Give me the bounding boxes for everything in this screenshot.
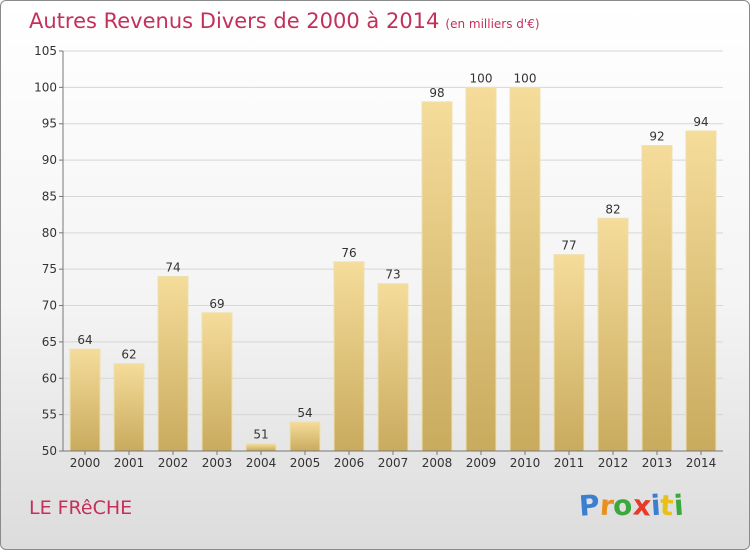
bar-2004 [245, 443, 277, 452]
bar-2003 [201, 312, 233, 452]
x-tick-label-2002: 2002 [158, 456, 189, 470]
data-label-2009: 100 [470, 71, 493, 85]
chart-subtitle: (en milliers d'€) [445, 17, 540, 31]
y-tick-label: 80 [42, 226, 57, 240]
y-tick-label: 90 [42, 153, 57, 167]
data-label-2010: 100 [514, 71, 537, 85]
data-label-2006: 76 [341, 246, 356, 260]
x-tick-label-2006: 2006 [334, 456, 365, 470]
chart-title: Autres Revenus Divers de 2000 à 2014 (en … [29, 9, 540, 33]
x-tick-label-2013: 2013 [642, 456, 673, 470]
data-label-2007: 73 [385, 268, 400, 282]
data-label-2004: 51 [253, 428, 268, 442]
labels: 50 55 60 65 70 75 80 85 90 95 100 105 64 2000 62 2001 74… [34, 44, 716, 470]
data-label-2000: 64 [77, 333, 92, 347]
data-label-2014: 94 [693, 115, 708, 129]
bar-2000 [69, 348, 101, 452]
x-tick-label-2011: 2011 [554, 456, 585, 470]
y-tick-label: 75 [42, 262, 57, 276]
bar-2010 [509, 86, 541, 452]
y-tick-label: 65 [42, 335, 57, 349]
y-tick-label: 100 [34, 80, 57, 94]
y-tick-label: 60 [42, 371, 57, 385]
x-tick-label-2014: 2014 [686, 456, 717, 470]
bar-2006 [333, 261, 365, 452]
x-tick-label-2007: 2007 [378, 456, 409, 470]
proxiti-logo: Proxiti [577, 488, 685, 523]
logo-letter: x [631, 488, 652, 523]
bar-2011 [553, 254, 585, 452]
data-label-2002: 74 [165, 260, 180, 274]
data-label-2012: 82 [605, 202, 620, 216]
bar-2013 [641, 145, 673, 452]
x-tick-label-2000: 2000 [70, 456, 101, 470]
bar-2014 [685, 130, 717, 452]
x-tick-label-2001: 2001 [114, 456, 145, 470]
place-name: LE FRêCHE [29, 497, 133, 519]
x-tick-label-2012: 2012 [598, 456, 629, 470]
y-tick-label: 70 [42, 299, 57, 313]
y-tick-label: 105 [34, 44, 57, 58]
data-label-2008: 98 [429, 86, 444, 100]
data-label-2003: 69 [209, 297, 224, 311]
bar-2007 [377, 283, 409, 452]
x-tick-label-2004: 2004 [246, 456, 277, 470]
x-tick-label-2005: 2005 [290, 456, 321, 470]
bar-2002 [157, 275, 189, 452]
x-tick-label-2008: 2008 [422, 456, 453, 470]
logo-letter: o [612, 488, 634, 523]
logo-letter: P [577, 488, 601, 523]
x-tick-label-2010: 2010 [510, 456, 541, 470]
title-text: Autres Revenus Divers de 2000 à 2014 [29, 9, 440, 33]
y-tick-label: 85 [42, 189, 57, 203]
x-tick-label-2003: 2003 [202, 456, 233, 470]
bar-2009 [465, 86, 497, 452]
data-label-2011: 77 [561, 239, 576, 253]
y-tick-label: 95 [42, 117, 57, 131]
y-tick-label: 50 [42, 444, 57, 458]
bar-2012 [597, 217, 629, 452]
data-label-2013: 92 [649, 130, 664, 144]
data-label-2001: 62 [121, 348, 136, 362]
x-tick-label-2009: 2009 [466, 456, 497, 470]
logo-letter: i [672, 488, 685, 523]
y-tick-label: 55 [42, 408, 57, 422]
bar-2001 [113, 363, 145, 452]
bar-2008 [421, 101, 453, 452]
bar-2005 [289, 421, 321, 452]
data-label-2005: 54 [297, 406, 312, 420]
axes [59, 50, 723, 455]
